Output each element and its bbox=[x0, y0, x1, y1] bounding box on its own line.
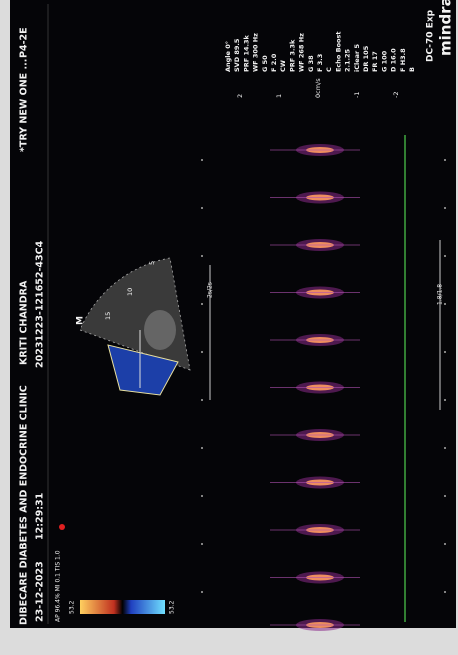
time-tick bbox=[444, 495, 446, 497]
time-tick bbox=[201, 543, 203, 545]
depth-marker: 15 bbox=[104, 312, 112, 320]
time-tick bbox=[444, 207, 446, 209]
parameter: F 2.0 bbox=[270, 53, 278, 72]
parameter: G 38 bbox=[307, 55, 315, 72]
sweep-label: 2s/2s bbox=[207, 282, 214, 298]
parameter: D 16.0 bbox=[390, 48, 398, 72]
velocity-tick-label: 0cm/s bbox=[314, 78, 322, 98]
clinic-name: DIBECARE DIABETES AND ENDOCRINE CLINIC bbox=[19, 385, 30, 625]
depth-marker: 10 bbox=[126, 288, 134, 296]
parameter: Angle 0° bbox=[224, 41, 232, 72]
time-tick bbox=[201, 591, 203, 593]
velocity-tick-label: 1 bbox=[275, 94, 283, 98]
time-tick bbox=[444, 351, 446, 353]
tissue bbox=[144, 310, 176, 350]
time-tick bbox=[444, 303, 446, 305]
mode-icon: M bbox=[76, 316, 86, 325]
parameter: G 50 bbox=[261, 55, 269, 72]
exam-id: 20231223-121652-43C4 bbox=[35, 240, 46, 368]
time: 12:29:31 bbox=[35, 493, 46, 540]
parameter: iClear 5 bbox=[353, 44, 361, 72]
time-tick bbox=[201, 207, 203, 209]
parameter: FR 17 bbox=[371, 51, 379, 72]
time-tick bbox=[201, 399, 203, 401]
parameter: WF 300 Hz bbox=[252, 33, 260, 72]
time-tick bbox=[444, 447, 446, 449]
time-tick bbox=[201, 303, 203, 305]
patient-name: KRITI CHANDRA bbox=[19, 280, 30, 365]
parameter: F 3.3 bbox=[316, 54, 324, 72]
parameter: 2.1.25 bbox=[344, 48, 352, 72]
labels: DIBECARE DIABETES AND ENDOCRINE CLINIC KR… bbox=[19, 0, 455, 625]
color-scale-label: 53.2 bbox=[69, 600, 76, 614]
parameter: C bbox=[325, 67, 333, 72]
parameter: SVD 89.5 bbox=[233, 38, 241, 72]
parameter: PRF 3.3k bbox=[288, 39, 296, 72]
color-scale-label: 53.2 bbox=[169, 600, 176, 614]
acoustic-output: AP 96.4% MI 0.1 TIS 1.0 bbox=[55, 550, 62, 622]
parameter: F H3.8 bbox=[399, 48, 407, 72]
monitor bbox=[10, 0, 456, 628]
time-tick bbox=[201, 351, 203, 353]
velocity-tick-label: 2 bbox=[236, 94, 244, 98]
depth-marker: 5 bbox=[148, 261, 156, 265]
scale-label: 1.8/1.8 bbox=[437, 284, 444, 305]
time-tick bbox=[201, 447, 203, 449]
time-tick bbox=[201, 159, 203, 161]
time-tick bbox=[444, 591, 446, 593]
parameter: G 100 bbox=[380, 50, 388, 72]
parameter: CW bbox=[279, 60, 287, 72]
time-tick bbox=[444, 543, 446, 545]
doppler-spectrum bbox=[201, 144, 446, 631]
time-tick bbox=[444, 399, 446, 401]
brand-logo: mindray bbox=[437, 0, 455, 56]
color-bar bbox=[80, 600, 165, 614]
exam-name: *TRY NEW ONE ... bbox=[19, 59, 30, 152]
time-tick bbox=[201, 255, 203, 257]
parameter: Echo Boost bbox=[334, 31, 342, 72]
model-name: DC-70 Exp bbox=[426, 9, 436, 62]
time-tick bbox=[444, 159, 446, 161]
time-tick bbox=[201, 495, 203, 497]
time-tick bbox=[444, 255, 446, 257]
probe-name: P4-2E bbox=[19, 27, 30, 58]
color-box bbox=[107, 344, 179, 396]
date: 23-12-2023 bbox=[35, 561, 46, 622]
parameter: DR 105 bbox=[362, 45, 370, 72]
velocity-tick-label: -2 bbox=[392, 92, 400, 98]
parameter: PRF 14.3k bbox=[242, 34, 250, 72]
parameter: WF 268 Hz bbox=[298, 33, 306, 72]
parameter: B bbox=[408, 67, 416, 72]
velocity-tick-label: -1 bbox=[353, 92, 361, 98]
heart-icon bbox=[59, 524, 65, 530]
